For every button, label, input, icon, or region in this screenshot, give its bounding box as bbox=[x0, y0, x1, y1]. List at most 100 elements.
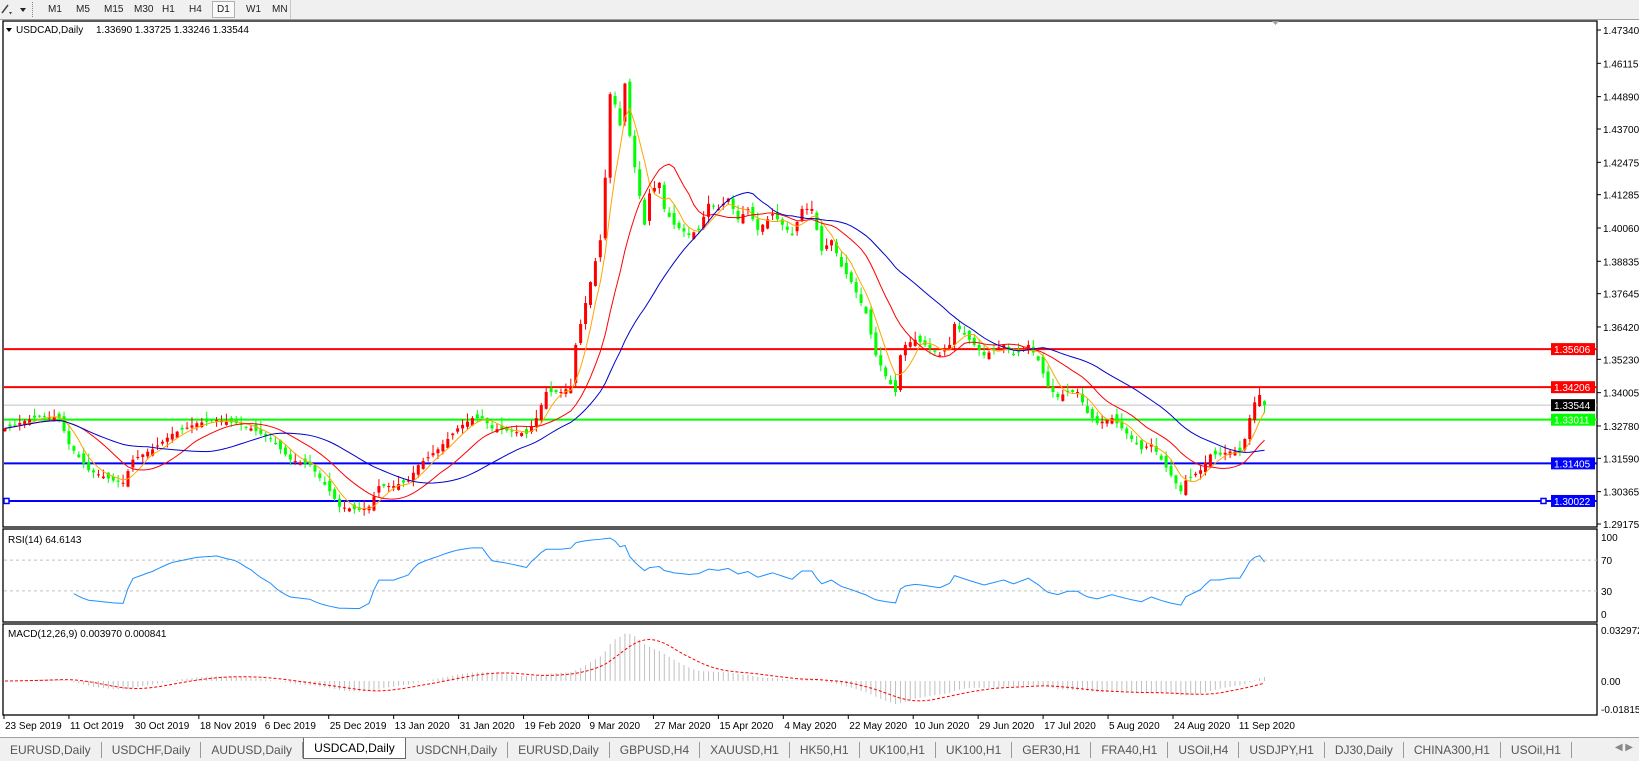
candle bbox=[82, 447, 86, 469]
tab-usdcad-daily[interactable]: USDCAD,Daily bbox=[303, 737, 406, 759]
candle bbox=[244, 425, 248, 431]
timeframe-m30[interactable]: M30 bbox=[134, 4, 154, 15]
candle bbox=[416, 464, 420, 478]
candle-body bbox=[623, 83, 627, 122]
candle bbox=[633, 130, 637, 174]
timeframe-m15[interactable]: M15 bbox=[104, 4, 124, 15]
candle-body bbox=[175, 431, 179, 438]
line-studies-dropdown[interactable] bbox=[0, 0, 30, 19]
candle-body bbox=[106, 472, 110, 479]
candle-body bbox=[731, 198, 735, 209]
timeframe-w1[interactable]: W1 bbox=[246, 4, 261, 15]
tab-eurusd-daily[interactable]: EURUSD,Daily bbox=[0, 741, 102, 758]
candle-body bbox=[205, 418, 209, 422]
timeframe-m5[interactable]: M5 bbox=[76, 4, 90, 15]
candle-body bbox=[1071, 390, 1075, 392]
tab-usdjpy-h1[interactable]: USDJPY,H1 bbox=[1239, 741, 1325, 758]
timeframe-d1[interactable]: D1 bbox=[212, 1, 235, 18]
candle-body bbox=[342, 507, 346, 509]
tab-usdcnh-daily[interactable]: USDCNH,Daily bbox=[406, 741, 509, 758]
moving-averages bbox=[4, 107, 1265, 510]
price-tick-label: 1.36420 bbox=[1603, 323, 1639, 334]
candle-body bbox=[962, 332, 966, 335]
candle-body bbox=[1208, 454, 1212, 467]
chart-window[interactable]: 1.47340 1.46115 1.44890 1.43700 1.42475 1.412… bbox=[0, 20, 1639, 737]
candle-body bbox=[997, 347, 1001, 349]
tab-gbpusd-h4[interactable]: GBPUSD,H4 bbox=[610, 741, 701, 758]
candle-body bbox=[1164, 455, 1168, 468]
candle bbox=[333, 487, 337, 501]
candle bbox=[451, 432, 455, 440]
tab-fra40-h1[interactable]: FRA40,H1 bbox=[1091, 741, 1169, 758]
candle bbox=[520, 432, 524, 437]
candle-body bbox=[864, 306, 868, 314]
tab-ger30-h1[interactable]: GER30,H1 bbox=[1012, 741, 1092, 758]
timeframe-m1[interactable]: M1 bbox=[48, 4, 62, 15]
candle bbox=[790, 226, 794, 236]
timeframe-h4[interactable]: H4 bbox=[189, 4, 202, 15]
candle-body bbox=[1248, 418, 1252, 440]
candle bbox=[406, 476, 410, 483]
macd-tick-label: -0.018154 bbox=[1601, 705, 1639, 716]
line-handle-icon[interactable] bbox=[1540, 497, 1547, 505]
candle-body bbox=[249, 428, 253, 431]
candle-body bbox=[77, 454, 81, 458]
tab-xauusd-h1[interactable]: XAUUSD,H1 bbox=[700, 741, 790, 758]
tab-uk100-h1[interactable]: UK100,H1 bbox=[936, 741, 1013, 758]
candle bbox=[283, 444, 287, 457]
candle-body bbox=[18, 422, 22, 425]
price-tick-label: 1.47340 bbox=[1603, 26, 1639, 37]
candle bbox=[1154, 437, 1158, 456]
tab-dj30-daily[interactable]: DJ30,Daily bbox=[1325, 741, 1404, 758]
price-label-box bbox=[1551, 494, 1595, 507]
candle bbox=[402, 478, 406, 488]
price-tick-label: 1.31590 bbox=[1603, 454, 1639, 465]
tab-china300-h1[interactable]: CHINA300,H1 bbox=[1404, 741, 1501, 758]
candle-body bbox=[539, 405, 543, 420]
timeframe-h1[interactable]: H1 bbox=[162, 4, 175, 15]
tab-scroll-arrows[interactable]: ◀ ▶ bbox=[1614, 742, 1633, 753]
price-tick-label: 1.35230 bbox=[1603, 355, 1639, 366]
collapse-triangle-icon[interactable] bbox=[6, 28, 12, 32]
candle-body bbox=[1056, 393, 1060, 398]
candle bbox=[1110, 414, 1114, 425]
candle-body bbox=[608, 94, 612, 178]
tab-usdchf-daily[interactable]: USDCHF,Daily bbox=[102, 741, 202, 758]
tab-hk50-h1[interactable]: HK50,H1 bbox=[790, 741, 860, 758]
timeframe-mn[interactable]: MN bbox=[272, 4, 288, 15]
candle bbox=[1056, 391, 1060, 401]
tab-eurusd-daily[interactable]: EURUSD,Daily bbox=[508, 741, 610, 758]
candle-body bbox=[160, 441, 164, 444]
candle bbox=[313, 464, 317, 478]
candle-body bbox=[406, 480, 410, 482]
candle-body bbox=[72, 446, 76, 451]
candle-body bbox=[3, 428, 7, 432]
candle bbox=[672, 204, 676, 230]
tab-audusd-daily[interactable]: AUDUSD,Daily bbox=[201, 741, 304, 758]
candle-body bbox=[844, 262, 848, 275]
candle bbox=[37, 414, 41, 418]
candle bbox=[539, 402, 543, 424]
candle-body bbox=[707, 203, 711, 217]
candle-body bbox=[662, 184, 666, 209]
candle bbox=[1159, 453, 1163, 461]
candle-body bbox=[618, 108, 622, 126]
tab-usoil-h1[interactable]: USOil,H1 bbox=[1501, 741, 1572, 758]
candle-body bbox=[682, 228, 686, 232]
line-handle-icon[interactable] bbox=[3, 497, 10, 505]
main-pane bbox=[2, 20, 1598, 528]
candle bbox=[933, 349, 937, 355]
candle-body bbox=[849, 272, 853, 283]
tab-uk100-h1[interactable]: UK100,H1 bbox=[860, 741, 936, 758]
candle-body bbox=[500, 425, 504, 430]
candle-body bbox=[121, 482, 125, 484]
toolbar-separator bbox=[32, 2, 35, 17]
chart-shift-marker-icon[interactable] bbox=[1272, 21, 1279, 25]
tab-usoil-h4[interactable]: USOil,H4 bbox=[1168, 741, 1240, 758]
candle-body bbox=[613, 96, 617, 105]
price-level-label: 1.33544 bbox=[1554, 401, 1591, 412]
candle bbox=[603, 169, 607, 241]
candle-body bbox=[1130, 435, 1134, 440]
candle-body bbox=[894, 380, 898, 392]
candle bbox=[1189, 468, 1193, 482]
